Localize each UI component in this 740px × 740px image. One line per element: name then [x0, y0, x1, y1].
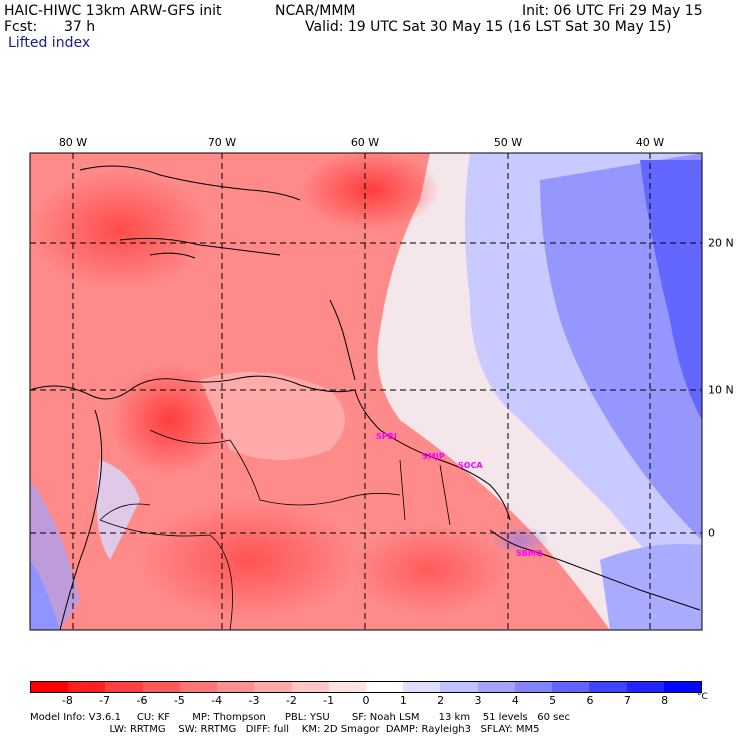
colorbar-tick-label: 8: [661, 694, 669, 707]
colorbar-cell: [254, 682, 292, 692]
organization: NCAR/MMM: [275, 3, 356, 19]
forecast-label: Fcst:: [4, 19, 38, 35]
colorbar-cell: [142, 682, 180, 692]
lat-label-10n: 10 N: [708, 383, 734, 397]
stable-region-southeast: [600, 544, 702, 630]
colorbar-cell: [217, 682, 255, 692]
lat-label-20n: 20 N: [708, 236, 734, 250]
colorbar-cell: [440, 682, 478, 692]
model-title: HAIC-HIWC 13km ARW-GFS init: [4, 3, 222, 19]
colorbar-tick-label: -6: [136, 694, 148, 707]
colorbar-cell: [477, 682, 515, 692]
colorbar-cell: [328, 682, 366, 692]
colorbar-cell: [31, 682, 69, 692]
border-colombia-venezuela: [149, 429, 261, 501]
unstable-core-north: [300, 150, 440, 230]
border-ecuador-colombia: [99, 503, 151, 521]
colorbar-tick-label: 4: [511, 694, 519, 707]
lon-label-50w: 50 W: [493, 136, 523, 149]
border-venezuela-brazil: [259, 492, 401, 506]
coastline-north-south-america: [29, 375, 356, 400]
border-suriname-french-guiana: [439, 464, 451, 526]
lon-label-70w: 70 W: [207, 136, 237, 149]
colorbar-tick-label: 0: [362, 694, 370, 707]
colorbar-cell: [68, 682, 106, 692]
unstable-core-amazon: [140, 500, 360, 620]
colorbar-tick-label: 3: [474, 694, 482, 707]
colorbar-tick-label: -8: [61, 694, 73, 707]
unstable-core-west: [30, 170, 210, 290]
border-guyana-suriname: [399, 459, 406, 521]
stable-region-strong: [640, 160, 702, 420]
colorbar-tick-label: 2: [437, 694, 445, 707]
colorbar-tick-label: -3: [248, 694, 260, 707]
station-label: SOCA: [458, 461, 483, 470]
colorbar-tick-label: 7: [623, 694, 631, 707]
colorbar-tick-label: -5: [173, 694, 185, 707]
colorbar-cell: [365, 682, 404, 692]
colorbar-cell: [179, 682, 218, 692]
coastline-greater-antilles: [79, 165, 301, 201]
colorbar-cell: [403, 682, 441, 692]
border-peru-brazil: [99, 519, 233, 631]
coastline-pacific: [59, 409, 103, 631]
lon-label-60w: 60 W: [350, 136, 380, 149]
colorbar-tick-label: -1: [323, 694, 335, 707]
field-name: Lifted index: [8, 35, 91, 51]
moderate-band: [200, 372, 345, 460]
colorbar-cell: [552, 682, 590, 692]
colorbar-cell: [514, 682, 553, 692]
graticule: [30, 153, 702, 630]
model-info-line1: Model Info: V3.6.1 CU: KF MP: Thompson P…: [30, 712, 570, 723]
coastline-lesser-antilles: [329, 299, 356, 381]
andes-stable-band: [96, 460, 140, 560]
colorbar-cell: [589, 682, 627, 692]
colorbar: [30, 681, 702, 693]
coastline-hispaniola: [119, 237, 281, 256]
colorbar-tick-label: -2: [285, 694, 297, 707]
init-time: Init: 06 UTC Fri 29 May 15: [522, 3, 703, 19]
colorbar-unit: °C: [697, 692, 708, 702]
colorbar-cell: [291, 682, 329, 692]
colorbar-cell: [626, 682, 664, 692]
station-label: SMJP: [422, 452, 445, 461]
unstable-core-colombia: [110, 365, 230, 475]
stable-region-pacific-outer: [30, 480, 80, 630]
forecast-hour: 37 h: [64, 19, 96, 35]
colorbar-cell: [105, 682, 143, 692]
colorbar-tick-label: 1: [399, 694, 407, 707]
coastlines: [29, 165, 701, 631]
colorbar-tick-label: 5: [549, 694, 557, 707]
lat-label-equator: 0: [708, 526, 715, 540]
station-label: SPBI: [376, 432, 397, 441]
political-borders: [99, 429, 451, 631]
coastline-jamaica: [149, 252, 196, 259]
unstable-core-south: [350, 525, 510, 615]
colorbar-tick-label: -7: [99, 694, 111, 707]
lon-label-40w: 40 W: [635, 136, 665, 149]
colorbar-cell: [663, 682, 701, 692]
map-frame: [29, 152, 703, 631]
lon-label-80w: 80 W: [58, 136, 88, 149]
colorbar-tick-label: 6: [586, 694, 594, 707]
model-info-line2: LW: RRTMG SW: RRTMG DIFF: full KM: 2D Sm…: [30, 724, 540, 735]
station-label: SBMQ: [516, 549, 543, 558]
coastline-guianas: [354, 389, 511, 521]
coastline-brazil: [489, 529, 701, 611]
valid-time: Valid: 19 UTC Sat 30 May 15 (16 LST Sat …: [305, 19, 672, 35]
colorbar-tick-label: -4: [211, 694, 223, 707]
